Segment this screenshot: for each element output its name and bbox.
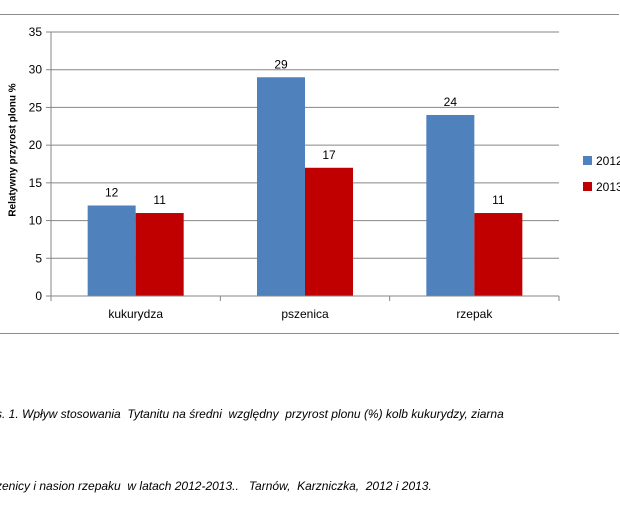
x-tick-label: rzepak	[456, 307, 493, 321]
legend-label-2012: 2012	[596, 154, 620, 168]
bar-chart: 0 5 10 15 20 25 30 35 kukurydza 12 11 pszenica 29 17 r…	[29, 25, 620, 321]
x-tick-label: pszenica	[281, 307, 329, 321]
bar-2012	[426, 114, 475, 296]
data-label: 11	[492, 193, 505, 207]
y-tick-label: 0	[35, 289, 42, 303]
legend-label-2013: 2013	[596, 180, 620, 194]
bar-2013	[474, 213, 523, 296]
data-label: 17	[322, 148, 336, 162]
data-label: 29	[274, 57, 288, 71]
y-tick-label: 25	[29, 100, 43, 114]
bar-2012	[87, 205, 136, 296]
x-tick-label: kukurydza	[108, 307, 163, 321]
caption-line-2: zenicy i nasion rzepaku w latach 2012-20…	[0, 479, 432, 493]
y-tick-label: 10	[29, 214, 43, 228]
data-label: 12	[105, 185, 119, 199]
data-label: 24	[444, 95, 458, 109]
y-tick-label: 20	[29, 138, 43, 152]
legend-swatch-2012	[583, 156, 592, 165]
y-tick-label: 35	[29, 25, 43, 39]
y-tick-label: 5	[35, 251, 42, 265]
bar-2012	[257, 77, 305, 296]
bar-2013	[135, 213, 184, 296]
y-tick-label: 30	[29, 63, 43, 77]
data-label: 11	[153, 193, 166, 207]
figure-caption: s. 1. Wpływ stosowania Tytanitu na średn…	[0, 354, 620, 522]
bar-2013	[305, 167, 353, 296]
y-tick-label: 15	[29, 176, 43, 190]
legend-swatch-2013	[583, 182, 592, 191]
y-axis-label: Relatywny przyrost plonu %	[7, 83, 19, 217]
caption-line-1: s. 1. Wpływ stosowania Tytanitu na średn…	[0, 407, 504, 421]
chart-frame	[0, 14, 619, 334]
